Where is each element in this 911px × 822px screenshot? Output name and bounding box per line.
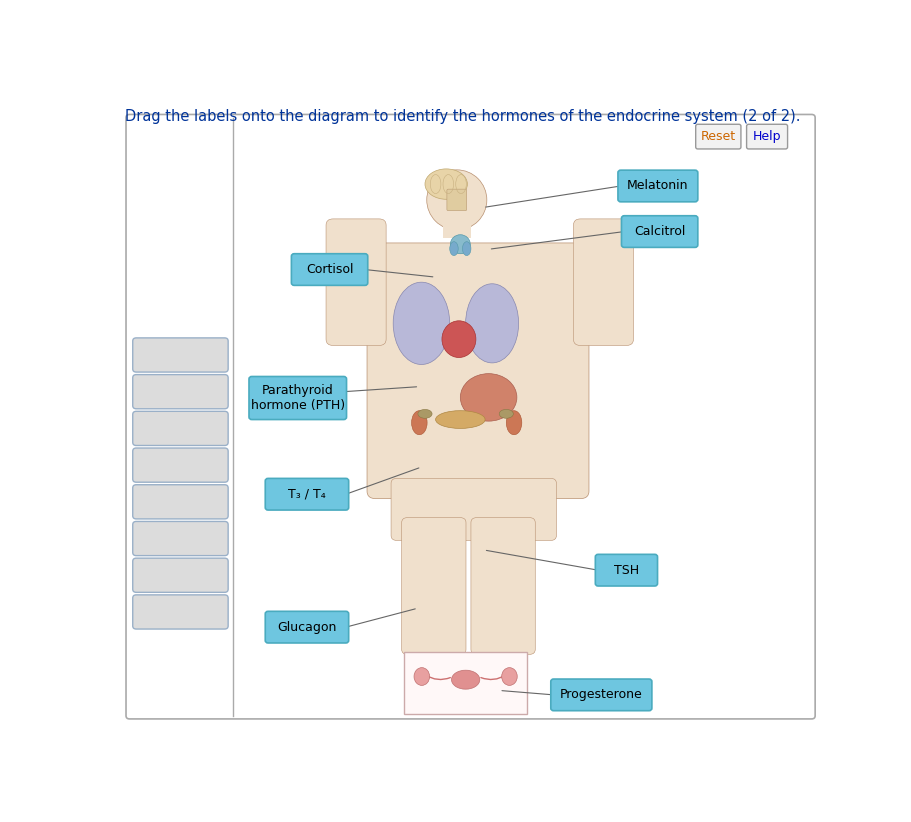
FancyBboxPatch shape bbox=[446, 189, 466, 210]
FancyBboxPatch shape bbox=[620, 215, 697, 247]
Text: Drag the labels onto the diagram to identify the hormones of the endocrine syste: Drag the labels onto the diagram to iden… bbox=[125, 109, 799, 124]
FancyBboxPatch shape bbox=[404, 652, 527, 713]
Ellipse shape bbox=[417, 409, 432, 418]
Text: Calcitrol: Calcitrol bbox=[633, 225, 684, 238]
Ellipse shape bbox=[426, 170, 486, 230]
FancyBboxPatch shape bbox=[573, 219, 633, 345]
Text: Glucagon: Glucagon bbox=[277, 621, 336, 634]
Ellipse shape bbox=[451, 670, 479, 689]
Ellipse shape bbox=[501, 667, 517, 686]
Text: Reset: Reset bbox=[700, 130, 735, 143]
Ellipse shape bbox=[466, 284, 518, 363]
Ellipse shape bbox=[411, 411, 426, 435]
FancyBboxPatch shape bbox=[133, 521, 228, 556]
Ellipse shape bbox=[425, 169, 467, 199]
FancyBboxPatch shape bbox=[133, 338, 228, 372]
FancyBboxPatch shape bbox=[366, 243, 589, 499]
FancyBboxPatch shape bbox=[746, 124, 787, 149]
FancyBboxPatch shape bbox=[133, 595, 228, 629]
FancyBboxPatch shape bbox=[133, 411, 228, 446]
FancyBboxPatch shape bbox=[133, 448, 228, 483]
Text: Parathyroid
hormone (PTH): Parathyroid hormone (PTH) bbox=[251, 384, 344, 412]
FancyBboxPatch shape bbox=[133, 558, 228, 593]
Ellipse shape bbox=[460, 374, 517, 421]
Ellipse shape bbox=[449, 242, 457, 256]
FancyBboxPatch shape bbox=[292, 254, 367, 285]
Ellipse shape bbox=[498, 409, 513, 418]
Text: Help: Help bbox=[752, 130, 781, 143]
Text: T₃ / T₄: T₃ / T₄ bbox=[288, 487, 325, 501]
FancyBboxPatch shape bbox=[470, 518, 535, 654]
Ellipse shape bbox=[414, 667, 429, 686]
Ellipse shape bbox=[506, 411, 521, 435]
FancyBboxPatch shape bbox=[249, 376, 346, 419]
Ellipse shape bbox=[450, 235, 470, 254]
FancyBboxPatch shape bbox=[695, 124, 740, 149]
FancyBboxPatch shape bbox=[391, 478, 556, 540]
FancyBboxPatch shape bbox=[595, 554, 657, 586]
Ellipse shape bbox=[393, 282, 449, 364]
FancyBboxPatch shape bbox=[265, 612, 348, 643]
FancyBboxPatch shape bbox=[550, 679, 651, 711]
FancyBboxPatch shape bbox=[442, 210, 470, 238]
Ellipse shape bbox=[462, 242, 470, 256]
FancyBboxPatch shape bbox=[133, 485, 228, 519]
Ellipse shape bbox=[442, 321, 476, 358]
FancyBboxPatch shape bbox=[133, 375, 228, 409]
Text: Progesterone: Progesterone bbox=[559, 688, 642, 701]
FancyBboxPatch shape bbox=[401, 518, 466, 654]
FancyBboxPatch shape bbox=[618, 170, 697, 202]
FancyBboxPatch shape bbox=[326, 219, 385, 345]
Text: Cortisol: Cortisol bbox=[305, 263, 353, 276]
Text: TSH: TSH bbox=[613, 564, 639, 577]
FancyBboxPatch shape bbox=[126, 114, 814, 719]
FancyBboxPatch shape bbox=[265, 478, 348, 510]
Text: Melatonin: Melatonin bbox=[627, 179, 688, 192]
Ellipse shape bbox=[435, 411, 485, 428]
